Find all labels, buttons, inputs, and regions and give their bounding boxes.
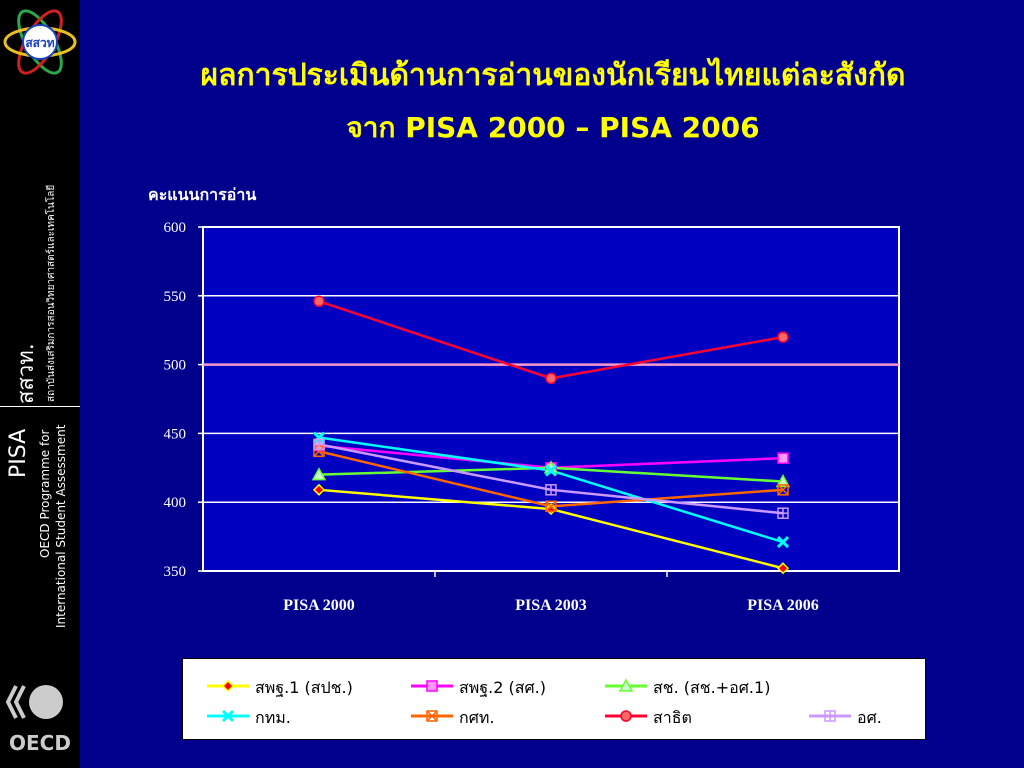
data-point — [544, 464, 558, 477]
legend-marker — [221, 679, 235, 693]
ipst-logo: สสวท — [3, 9, 77, 75]
legend-swatch — [411, 710, 453, 722]
data-point — [312, 483, 326, 496]
legend-marker — [426, 710, 438, 722]
legend-marker — [618, 678, 634, 692]
legend-label: อศ. — [857, 708, 882, 727]
y-tick-label: 550 — [164, 289, 187, 305]
legend-item: สาธิต — [603, 705, 803, 727]
legend-item: สพฐ.1 (สปช.) — [205, 675, 405, 697]
x-tick-label: PISA 2003 — [515, 597, 587, 614]
legend-item: สช. (สช.+อศ.1) — [603, 675, 803, 697]
data-point — [311, 467, 327, 481]
oecd-logo: OECD — [5, 685, 71, 755]
y-tick-label: 450 — [164, 426, 187, 442]
title-line-2: จาก PISA 2000 – PISA 2006 — [346, 111, 760, 144]
data-point — [313, 295, 325, 308]
legend-marker — [426, 680, 438, 692]
data-point — [312, 431, 326, 444]
data-point — [776, 536, 790, 549]
legend-item: สพฐ.2 (สศ.) — [409, 675, 609, 697]
legend-swatch — [809, 710, 851, 722]
y-axis-label: คะแนนการอ่าน — [148, 185, 256, 204]
sidebar-divider — [0, 406, 80, 407]
sidebar: สสวท สสวท. สถาบันส่งเสริมการสอนวิทยาศาสต… — [0, 0, 80, 768]
legend-label: กทม. — [255, 708, 291, 727]
legend-label: สช. (สช.+อศ.1) — [653, 678, 771, 697]
legend-label: สพฐ.1 (สปช.) — [255, 678, 353, 697]
oecd-text: OECD — [9, 731, 71, 755]
logo-text: สสวท — [25, 36, 54, 50]
legend-label: สพฐ.2 (สศ.) — [459, 678, 546, 697]
data-point — [775, 473, 791, 488]
data-point — [545, 484, 557, 496]
legend-marker — [620, 710, 632, 722]
data-point — [777, 484, 789, 496]
legend-swatch — [605, 678, 647, 692]
plot-area — [202, 226, 900, 572]
data-point — [777, 331, 789, 343]
legend-label: สาธิต — [653, 708, 692, 727]
data-point — [544, 503, 558, 516]
legend-swatch — [207, 709, 249, 723]
legend-swatch — [207, 679, 249, 693]
data-point — [313, 438, 325, 451]
y-tick-label: 400 — [164, 495, 187, 511]
y-tick-label: 350 — [164, 564, 187, 580]
data-point — [545, 500, 557, 513]
legend-item: อศ. — [807, 705, 1007, 727]
title-line-1: ผลการประเมินด้านการอ่านของนักเรียนไทยแต่… — [200, 58, 906, 93]
data-point — [777, 507, 789, 519]
x-tick-label: PISA 2000 — [283, 597, 355, 614]
legend-swatch — [411, 680, 453, 692]
y-tick-label: 600 — [164, 220, 187, 236]
x-tick-label: PISA 2006 — [747, 597, 819, 614]
legend-item: กศท. — [409, 705, 609, 727]
legend-marker — [221, 709, 235, 723]
data-point — [777, 452, 789, 464]
legend: สพฐ.1 (สปช.) สพฐ.2 (สศ.) สช. (สช.+อศ.1) กทม… — [182, 658, 926, 740]
legend-swatch — [605, 710, 647, 722]
y-tick-label: 500 — [164, 358, 187, 374]
data-point — [776, 562, 790, 575]
legend-label: กศท. — [459, 708, 495, 727]
data-point — [545, 372, 557, 385]
legend-item: กทม. — [205, 705, 405, 727]
legend-marker — [824, 710, 836, 722]
